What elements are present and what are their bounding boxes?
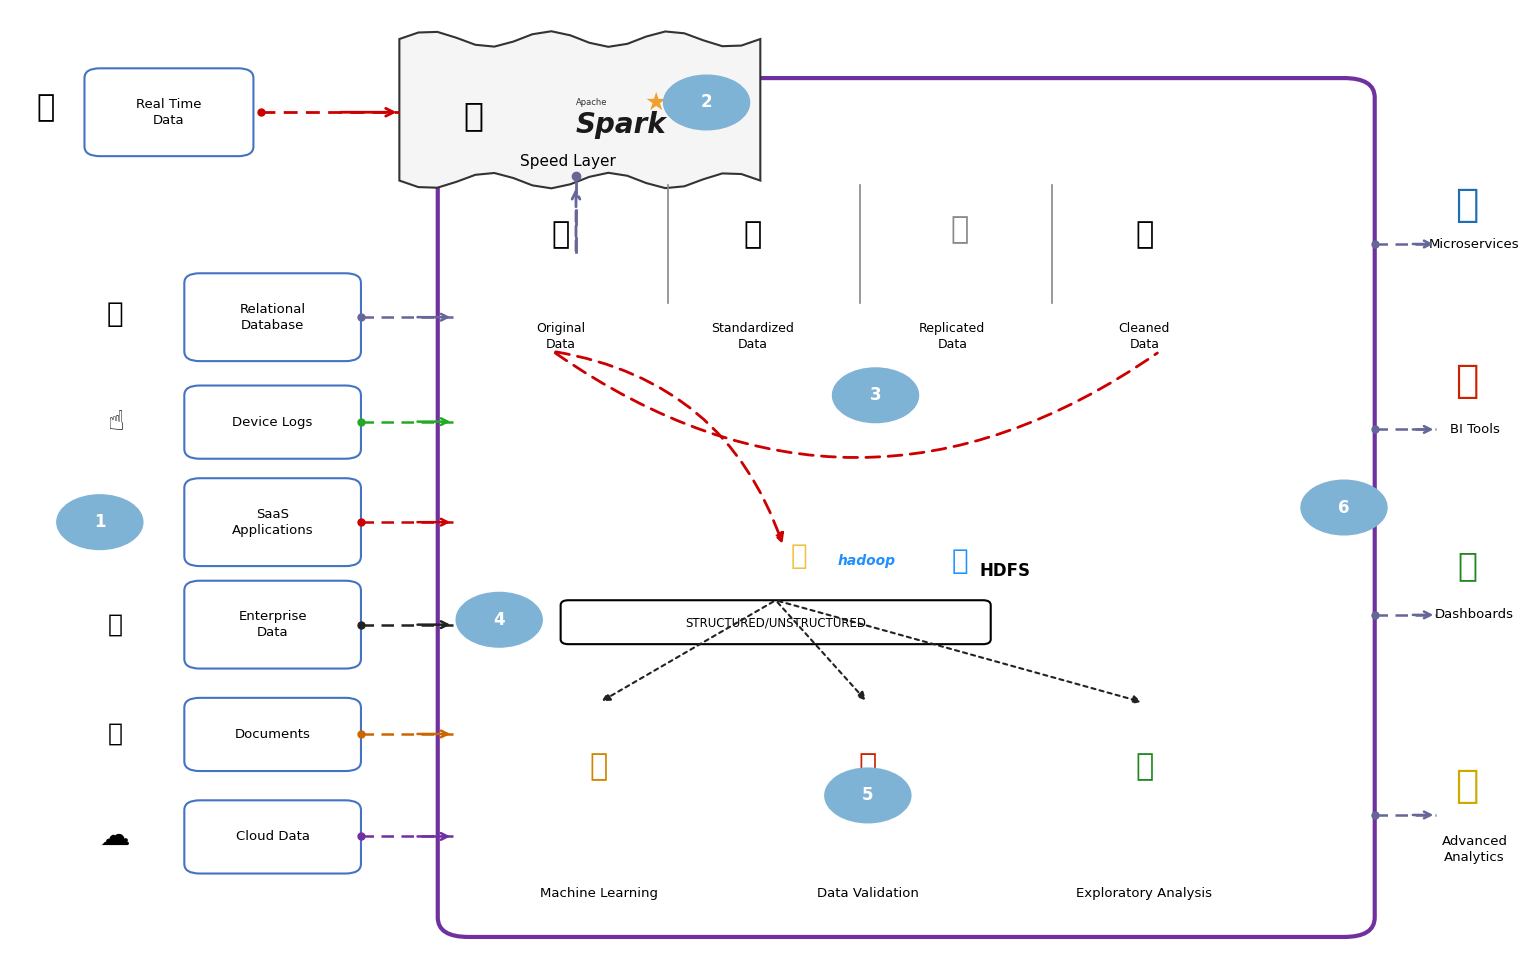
FancyBboxPatch shape [438,78,1375,937]
Text: Speed Layer: Speed Layer [521,153,616,169]
Text: ☝: ☝ [108,408,123,435]
Text: Apache: Apache [576,98,608,107]
Text: Relational
Database: Relational Database [240,303,306,332]
Circle shape [456,592,542,647]
Text: 3: 3 [869,386,882,404]
Text: SaaS
Applications: SaaS Applications [232,508,313,537]
Text: ★: ★ [645,91,667,114]
FancyBboxPatch shape [184,386,361,459]
Text: Replicated
Data: Replicated Data [919,322,986,351]
Text: Spark: Spark [576,111,667,139]
Text: ☁: ☁ [100,822,131,851]
Text: Real Time
Data: Real Time Data [137,98,201,127]
Text: Machine Learning: Machine Learning [541,886,657,900]
Text: Documents: Documents [235,728,310,741]
Text: 🗄: 🗄 [108,301,123,328]
FancyBboxPatch shape [84,68,253,156]
Text: Device Logs: Device Logs [232,416,313,428]
Text: HDFS: HDFS [980,562,1031,580]
Circle shape [57,495,143,549]
Text: 1: 1 [94,513,106,531]
Text: 👥: 👥 [1456,549,1478,583]
Text: 2: 2 [700,94,713,111]
Text: 🖥: 🖥 [108,509,123,533]
Text: STRUCTURED/UNSTRUCTURED: STRUCTURED/UNSTRUCTURED [685,616,866,630]
FancyBboxPatch shape [561,600,991,644]
Text: 🔍: 🔍 [1135,752,1154,781]
Text: 📊: 📊 [1455,362,1479,399]
FancyBboxPatch shape [184,698,361,771]
Text: Dashboards: Dashboards [1435,608,1514,622]
Text: 🗄: 🗄 [952,548,968,575]
Polygon shape [399,31,760,188]
FancyBboxPatch shape [184,581,361,669]
Circle shape [1301,480,1387,535]
Text: 💡: 💡 [1455,767,1479,804]
Text: 🔄: 🔄 [462,99,484,132]
Text: Standardized
Data: Standardized Data [711,322,794,351]
Text: Advanced
Analytics: Advanced Analytics [1442,834,1507,864]
Text: 🏢: 🏢 [108,613,123,636]
Text: ⏱: ⏱ [1455,186,1479,224]
FancyBboxPatch shape [184,273,361,361]
Text: Enterprise
Data: Enterprise Data [238,610,307,639]
Text: 🧠: 🧠 [590,752,608,781]
Text: Original
Data: Original Data [536,322,585,351]
Text: 💾: 💾 [951,215,969,244]
Text: 4: 4 [493,611,505,629]
Text: Microservices: Microservices [1428,237,1521,251]
Text: ⏱: ⏱ [37,93,55,122]
Text: hadoop: hadoop [837,554,895,568]
FancyBboxPatch shape [184,800,361,874]
Text: Cleaned
Data: Cleaned Data [1118,322,1170,351]
Circle shape [825,768,911,823]
Text: Exploratory Analysis: Exploratory Analysis [1077,886,1212,900]
Text: 5: 5 [862,787,874,804]
Text: BI Tools: BI Tools [1450,423,1499,436]
Text: 📋: 📋 [859,752,877,781]
Circle shape [664,75,750,130]
Text: 6: 6 [1338,499,1350,516]
Circle shape [833,368,919,423]
FancyBboxPatch shape [184,478,361,566]
Text: 💾: 💾 [1135,220,1154,249]
Text: 💾: 💾 [743,220,762,249]
Text: 💾: 💾 [551,220,570,249]
Text: Cloud Data: Cloud Data [235,831,310,843]
Text: 📄: 📄 [108,722,123,746]
Text: 🐘: 🐘 [791,543,806,570]
Text: Data Validation: Data Validation [817,886,919,900]
